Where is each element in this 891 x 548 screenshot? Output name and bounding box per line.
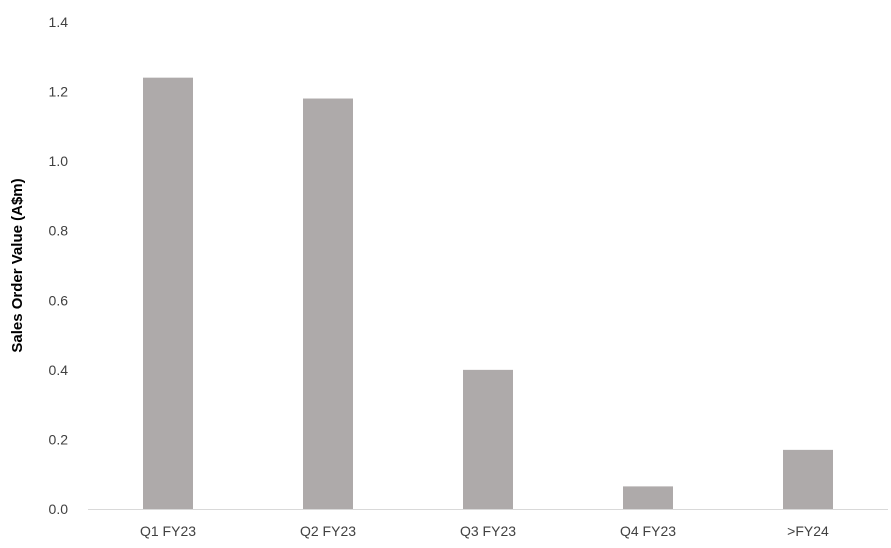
y-tick-label: 1.2	[49, 84, 69, 100]
y-axis-title: Sales Order Value (A$m)	[9, 178, 26, 352]
y-tick-label: 1.4	[49, 14, 69, 30]
bar	[623, 486, 673, 509]
y-tick-label: 0.4	[49, 362, 69, 378]
y-tick-label: 0.8	[49, 223, 69, 239]
bar	[303, 98, 353, 510]
x-axis-ticks: Q1 FY23 Q2 FY23 Q3 FY23 Q4 FY23 >FY24	[140, 523, 829, 539]
x-tick-label: Q1 FY23	[140, 523, 196, 539]
y-tick-label: 0.6	[49, 292, 69, 308]
bar	[143, 77, 193, 510]
bar	[463, 369, 513, 509]
x-tick-label: Q3 FY23	[460, 523, 516, 539]
x-tick-label: >FY24	[787, 523, 829, 539]
y-tick-label: 0.0	[49, 501, 69, 517]
x-tick-label: Q2 FY23	[300, 523, 356, 539]
bar	[783, 449, 833, 509]
y-axis-ticks: 0.0 0.2 0.4 0.6 0.8 1.0 1.2 1.4	[49, 14, 69, 517]
bars	[143, 77, 833, 510]
y-tick-label: 0.2	[49, 431, 69, 447]
y-tick-label: 1.0	[49, 153, 69, 169]
x-tick-label: Q4 FY23	[620, 523, 676, 539]
